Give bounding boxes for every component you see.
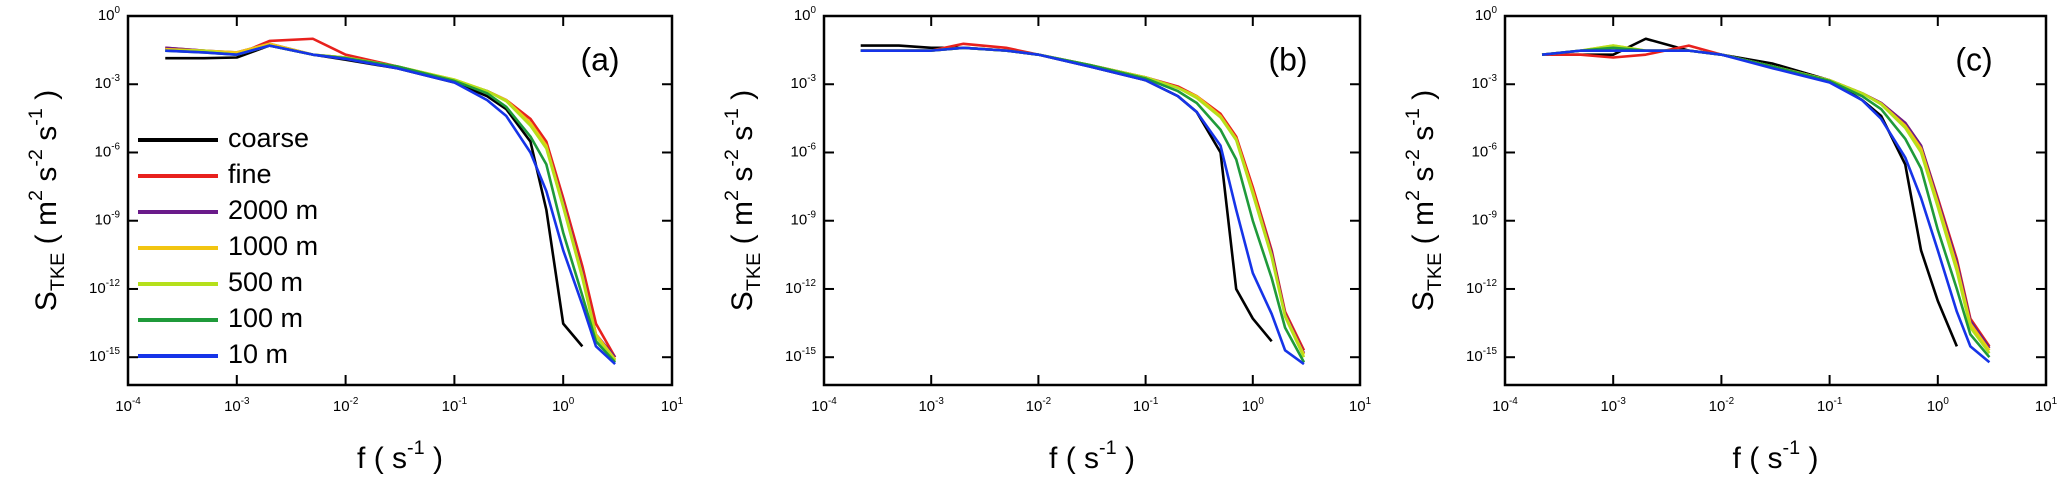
y-axis-label: STKE ( m2 s-2 s-1 ) — [721, 90, 765, 311]
y-tick-label: 10-9 — [791, 210, 817, 229]
y-tick-label: 10-3 — [95, 73, 121, 92]
series-line — [860, 46, 1306, 363]
legend-label: 2000 m — [228, 195, 318, 225]
x-tick-label: 101 — [1349, 396, 1372, 415]
series-line — [860, 46, 1305, 366]
y-tick-label: 10-12 — [785, 278, 816, 297]
series-line — [860, 42, 1306, 351]
legend-label: 10 m — [228, 339, 288, 369]
y-tick-label: 10-9 — [1472, 210, 1498, 229]
y-tick-label: 10-3 — [1472, 73, 1498, 92]
x-tick-label: 10-4 — [1492, 396, 1518, 415]
series-line — [860, 46, 1306, 356]
x-tick-label: 10-2 — [1709, 396, 1734, 415]
y-axis-label: STKE ( m2 s-2 s-1 ) — [25, 90, 69, 311]
x-tick-label: 10-2 — [1026, 396, 1051, 415]
y-tick-label: 10-9 — [95, 210, 121, 229]
x-tick-label: 10-1 — [442, 396, 468, 415]
x-axis-label: f ( s-1 ) — [1733, 437, 1819, 475]
y-tick-label: 10-6 — [95, 142, 121, 161]
legend-label: coarse — [228, 123, 309, 153]
x-tick-label: 101 — [661, 396, 684, 415]
y-tick-label: 10-3 — [791, 73, 817, 92]
x-axis-label: f ( s-1 ) — [357, 437, 443, 475]
series-line — [1542, 44, 1991, 348]
x-tick-label: 10-1 — [1133, 396, 1159, 415]
panel-label: (b) — [1268, 41, 1307, 77]
plot-frame — [822, 14, 1362, 387]
y-tick-label: 10-6 — [1472, 142, 1498, 161]
x-axis-label: f ( s-1 ) — [1049, 437, 1135, 475]
y-tick-label: 100 — [1475, 5, 1498, 24]
legend-label: fine — [228, 159, 272, 189]
x-tick-label: 10-3 — [918, 396, 944, 415]
x-tick-label: 10-1 — [1817, 396, 1843, 415]
panel-label: (a) — [580, 41, 619, 77]
x-tick-label: 10-4 — [811, 396, 837, 415]
series-line — [860, 44, 1273, 343]
legend-label: 1000 m — [228, 231, 318, 261]
y-tick-label: 10-15 — [1466, 346, 1497, 365]
series-line — [165, 44, 616, 366]
x-tick-label: 100 — [1242, 396, 1265, 415]
plot-frame — [1503, 14, 2048, 387]
y-axis-label: STKE ( m2 s-2 s-1 ) — [1402, 90, 1446, 311]
series-line — [860, 46, 1306, 354]
y-tick-label: 10-15 — [89, 346, 120, 365]
x-tick-label: 10-4 — [115, 396, 141, 415]
y-tick-label: 100 — [98, 5, 121, 24]
y-tick-label: 10-6 — [791, 142, 817, 161]
plot-frame — [126, 14, 674, 387]
y-tick-label: 10-15 — [785, 346, 816, 365]
series-line — [1542, 37, 1959, 347]
panel-label: (c) — [1955, 41, 1992, 77]
series-line — [1541, 46, 1991, 359]
series-line — [860, 46, 1306, 358]
x-tick-label: 10-2 — [333, 396, 358, 415]
x-tick-label: 101 — [2035, 396, 2058, 415]
y-tick-label: 100 — [794, 5, 817, 24]
x-tick-label: 100 — [552, 396, 575, 415]
y-tick-label: 10-12 — [1466, 278, 1497, 297]
x-tick-label: 100 — [1927, 396, 1950, 415]
x-tick-label: 10-3 — [1600, 396, 1626, 415]
x-tick-label: 10-3 — [224, 396, 250, 415]
y-tick-label: 10-12 — [89, 278, 120, 297]
series-line — [1541, 49, 1991, 364]
legend-label: 500 m — [228, 267, 303, 297]
legend-label: 100 m — [228, 303, 303, 333]
